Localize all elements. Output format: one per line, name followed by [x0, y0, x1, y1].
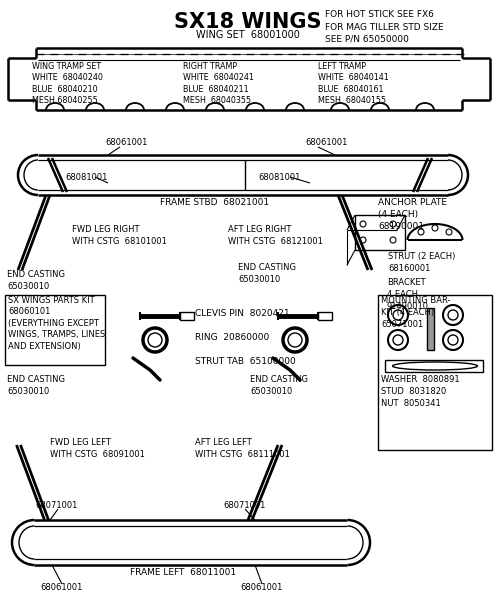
Text: 68061001: 68061001: [240, 583, 282, 592]
Text: BRACKET
4 EACH
91490010: BRACKET 4 EACH 91490010: [387, 278, 429, 310]
Text: FWD LEG LEFT
WITH CSTG  68091001: FWD LEG LEFT WITH CSTG 68091001: [50, 438, 145, 459]
Text: LEFT TRAMP
WHITE  68040141
BLUE  68040161
MESH  68040155: LEFT TRAMP WHITE 68040141 BLUE 68040161 …: [318, 62, 389, 105]
Text: SX18 WINGS: SX18 WINGS: [174, 12, 322, 32]
Text: END CASTING
65030010: END CASTING 65030010: [7, 375, 65, 396]
Text: END CASTING
65030010: END CASTING 65030010: [7, 270, 65, 291]
Text: STRUT TAB  65100000: STRUT TAB 65100000: [195, 356, 296, 365]
Text: WING TRAMP SET
WHITE  68040240
BLUE  68040210
MESH 68040255: WING TRAMP SET WHITE 68040240 BLUE 68040…: [32, 62, 103, 105]
Bar: [318, 312, 332, 320]
Text: 68081001: 68081001: [65, 172, 107, 182]
Text: 68061001: 68061001: [40, 583, 82, 592]
Text: 68081001: 68081001: [258, 172, 300, 182]
Text: 68071001: 68071001: [223, 501, 265, 510]
Text: RING  20860000: RING 20860000: [195, 333, 269, 341]
Text: STRUT (2 EACH)
68160001: STRUT (2 EACH) 68160001: [388, 252, 456, 273]
Text: AFT LEG LEFT
WITH CSTG  68111001: AFT LEG LEFT WITH CSTG 68111001: [195, 438, 290, 459]
Text: FRAME LEFT  68011001: FRAME LEFT 68011001: [130, 568, 236, 577]
Text: FWD LEG RIGHT
WITH CSTG  68101001: FWD LEG RIGHT WITH CSTG 68101001: [72, 225, 167, 246]
Text: 68071001: 68071001: [35, 501, 77, 510]
Bar: [355, 215, 405, 250]
Bar: [180, 312, 194, 320]
Text: FRAME STBD  68021001: FRAME STBD 68021001: [160, 198, 269, 207]
Text: END CASTING
65030010: END CASTING 65030010: [238, 263, 296, 284]
Text: MOUNTING BAR-
KIT (4 EACH)
65071001: MOUNTING BAR- KIT (4 EACH) 65071001: [381, 296, 451, 329]
Text: AFT LEG RIGHT
WITH CSTG  68121001: AFT LEG RIGHT WITH CSTG 68121001: [228, 225, 323, 246]
Text: 68061001: 68061001: [305, 138, 347, 147]
Text: RIGHT TRAMP
WHITE  68040241
BLUE  68040211
MESH  68040355: RIGHT TRAMP WHITE 68040241 BLUE 68040211…: [183, 62, 254, 105]
Text: 68061001: 68061001: [105, 138, 147, 147]
Bar: [427, 308, 434, 350]
Text: SX WINGS PARTS KIT
68060101
(EVERYTHING EXCEPT
WINGS, TRAMPS, LINES
AND EXTENSIO: SX WINGS PARTS KIT 68060101 (EVERYTHING …: [8, 296, 105, 351]
Bar: [5, 295, 105, 365]
Text: WASHER  8080891
STUD  8031820
NUT  8050341: WASHER 8080891 STUD 8031820 NUT 8050341: [381, 375, 460, 408]
Bar: [378, 295, 492, 450]
Bar: [385, 360, 483, 372]
Text: END CASTING
65030010: END CASTING 65030010: [250, 375, 308, 396]
Text: CLEVIS PIN  8020421: CLEVIS PIN 8020421: [195, 309, 289, 318]
Text: FOR HOT STICK SEE FX6
FOR MAG TILLER STD SIZE
SEE P/N 65050000: FOR HOT STICK SEE FX6 FOR MAG TILLER STD…: [325, 10, 444, 44]
Text: ANCHOR PLATE
(4 EACH)
68190001: ANCHOR PLATE (4 EACH) 68190001: [378, 198, 447, 231]
Text: WING SET  68001000: WING SET 68001000: [196, 30, 300, 40]
